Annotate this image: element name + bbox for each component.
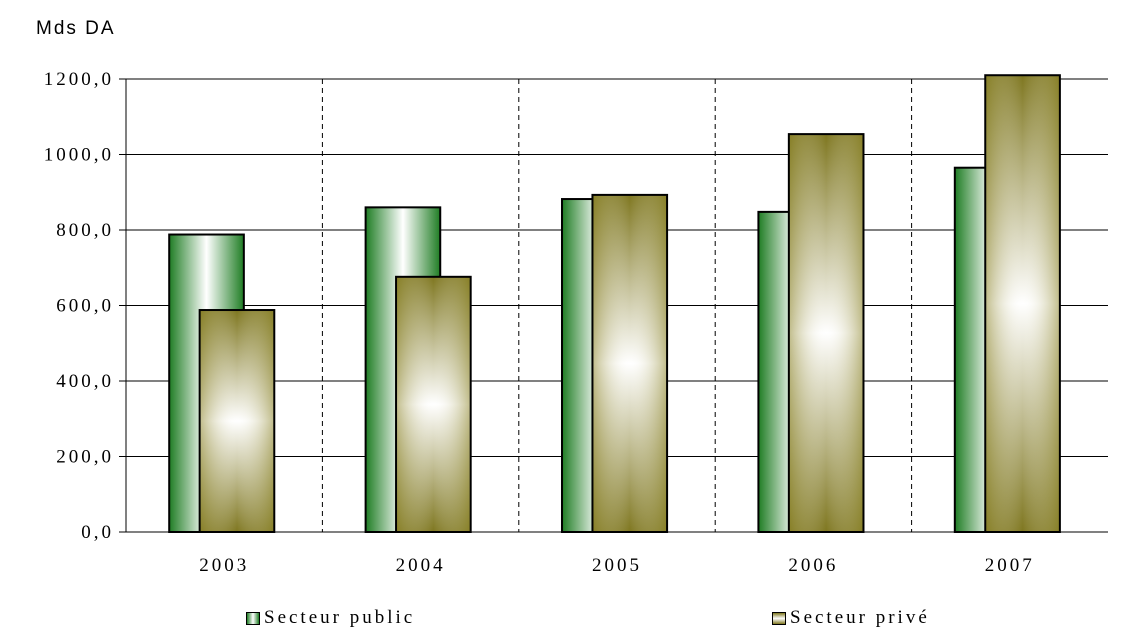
legend-swatch-prive xyxy=(772,611,786,625)
y-tick-label: 1000,0 xyxy=(44,145,114,166)
legend-item-prive: Secteur privé xyxy=(772,607,930,629)
y-tick-label: 600,0 xyxy=(56,296,114,317)
bar-secteur-prive-overlay xyxy=(591,193,669,534)
y-tick-label: 1200,0 xyxy=(44,69,114,90)
y-tick-label: 200,0 xyxy=(56,447,114,468)
legend-label-public: Secteur public xyxy=(264,607,416,628)
bar-secteur-prive-overlay xyxy=(787,133,865,534)
x-tick-label: 2005 xyxy=(592,555,642,576)
x-tick-label: 2003 xyxy=(199,555,249,576)
y-axis-unit-label: Mds DA xyxy=(36,18,116,39)
y-tick-label: 0,0 xyxy=(81,522,114,543)
bar-secteur-prive-overlay xyxy=(395,275,472,533)
x-tick-label: 2004 xyxy=(396,555,446,576)
y-tick-label: 400,0 xyxy=(56,371,114,392)
legend-label-prive: Secteur privé xyxy=(790,607,930,628)
x-tick-label: 2007 xyxy=(985,555,1035,576)
bar-secteur-prive-overlay xyxy=(198,309,276,533)
bars xyxy=(168,74,1061,534)
legend-item-public: Secteur public xyxy=(246,607,415,629)
legend-swatch-public xyxy=(246,611,260,625)
axes xyxy=(119,78,1108,533)
bar-secteur-prive-overlay xyxy=(984,74,1061,533)
legend: Secteur public Secteur privé xyxy=(0,607,1121,629)
tick-labels: 0,0 200,0 400,0 600,0 800,0 1000,0 1200,0 2003 2… xyxy=(44,69,1035,576)
x-tick-label: 2006 xyxy=(788,555,838,576)
y-tick-label: 800,0 xyxy=(56,220,114,241)
